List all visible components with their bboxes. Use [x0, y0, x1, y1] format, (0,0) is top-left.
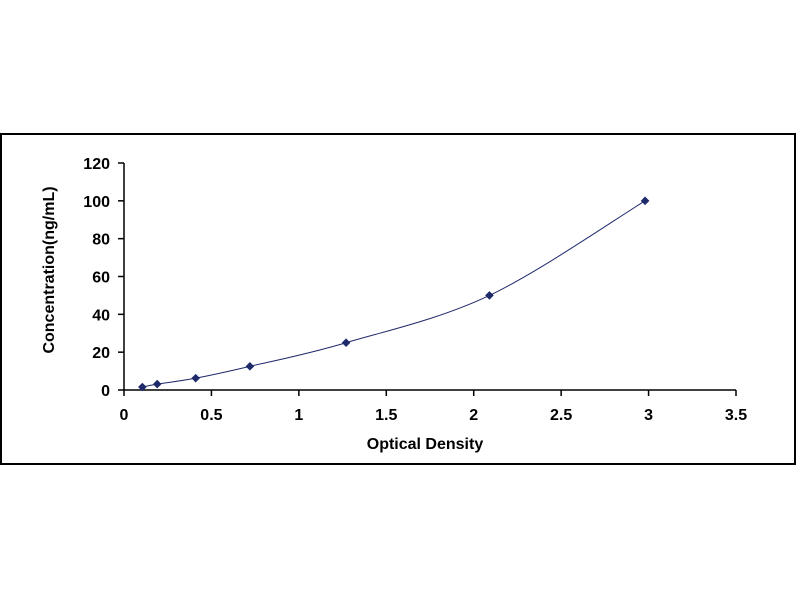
x-axis-title: Optical Density: [367, 436, 484, 453]
y-axis-title: Concentration(ng/mL): [41, 186, 58, 353]
y-tick-label: 100: [83, 194, 110, 211]
y-tick-label: 120: [83, 156, 110, 173]
data-point: [138, 382, 147, 392]
data-point: [245, 362, 255, 371]
x-tick-label: 3.5: [725, 407, 747, 424]
x-tick-label: 0: [120, 407, 129, 424]
data-points: [138, 196, 650, 392]
y-ticks: 0 20 40 60 80 100 120: [83, 156, 124, 400]
y-tick-label: 80: [92, 232, 110, 249]
x-tick-label: 2.5: [550, 407, 572, 424]
x-tick-label: 3: [644, 407, 653, 424]
x-tick-label: 0.5: [200, 407, 222, 424]
chart-frame: [0, 133, 796, 465]
x-ticks: 0 0.5 1 1.5 2 2.5 3 3.5: [120, 390, 747, 424]
x-tick-label: 2: [469, 407, 478, 424]
x-tick-label: 1: [294, 407, 303, 424]
trend-curve: [142, 200, 646, 388]
x-tick-label: 1.5: [375, 407, 397, 424]
plot-area: 0 0.5 1 1.5 2 2.5 3 3.5 0 20 40 60 80 100 120: [83, 156, 747, 424]
y-tick-label: 60: [92, 270, 110, 287]
data-point: [191, 373, 200, 383]
y-tick-label: 40: [92, 307, 110, 324]
data-point: [341, 338, 351, 348]
data-point: [152, 379, 162, 389]
y-tick-label: 0: [101, 383, 110, 400]
y-tick-label: 20: [92, 345, 110, 362]
data-point: [485, 291, 494, 300]
data-point: [640, 196, 650, 206]
